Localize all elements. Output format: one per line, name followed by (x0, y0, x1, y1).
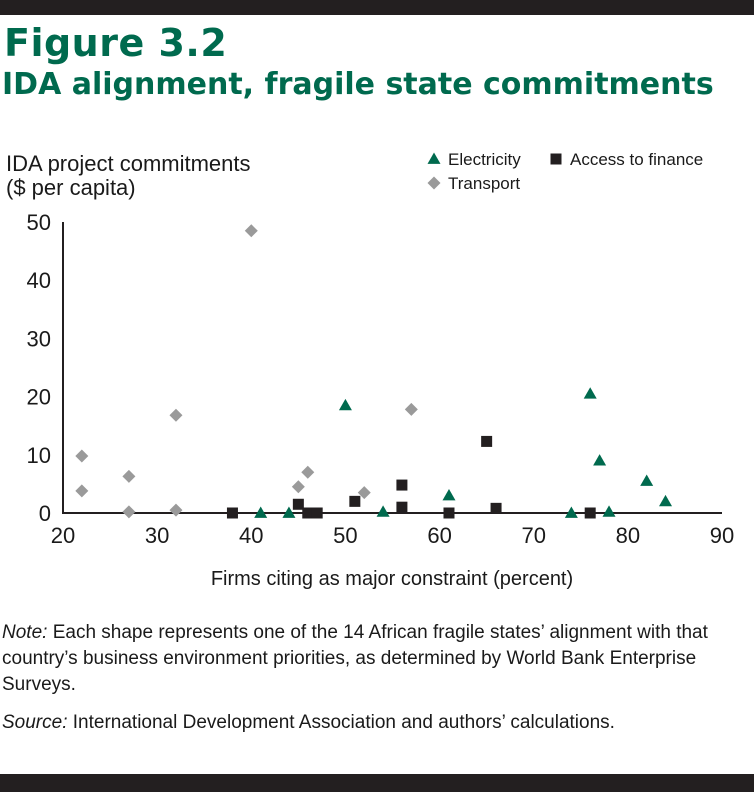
transport-point (122, 469, 136, 483)
transport-point (404, 402, 418, 416)
access-to-finance-point (302, 507, 314, 519)
access-to-finance-point (349, 495, 361, 507)
access-to-finance-point (396, 501, 408, 513)
x-tick-labels: 20 30 40 50 60 70 80 90 (51, 523, 734, 548)
access-to-finance-point (292, 498, 304, 510)
transport-point (169, 408, 183, 422)
transport-point (244, 224, 258, 238)
electricity-point (338, 398, 352, 411)
legend-transport-marker (427, 176, 441, 190)
electricity-point (659, 494, 673, 507)
access-to-finance-point (490, 502, 502, 514)
electricity-point (282, 506, 296, 518)
transport-point (75, 484, 89, 498)
access-to-finance-point (443, 507, 455, 519)
transport-point (291, 480, 305, 494)
y-axis-label: IDA project commitments($ per capita) (6, 151, 251, 200)
source: Source: International Development Associ… (2, 710, 747, 736)
y-axis-label-line: IDA project commitments (6, 151, 251, 176)
figure-number: Figure 3.2 (4, 21, 228, 65)
legend-access-to-finance-label: Access to finance (570, 150, 703, 169)
y-tick-label: 10 (27, 443, 51, 468)
figure-title: IDA alignment, fragile state commitments (2, 67, 714, 102)
transport-point (75, 449, 89, 463)
note-label: Note: (2, 622, 48, 643)
electricity-point (593, 454, 607, 466)
source-label: Source: (2, 712, 68, 733)
access-to-finance-point (584, 507, 596, 519)
note: Note: Each shape represents one of the 1… (2, 620, 747, 698)
x-tick-label: 40 (239, 523, 263, 548)
y-tick-label: 30 (27, 326, 51, 351)
access-to-finance-point (481, 435, 493, 447)
bottom-rule (0, 774, 754, 792)
x-tick-label: 60 (427, 523, 451, 548)
x-tick-label: 80 (616, 523, 640, 548)
legend-electricity-label: Electricity (448, 150, 521, 169)
note-text: Each shape represents one of the 14 Afri… (2, 622, 708, 695)
x-tick-label: 20 (51, 523, 75, 548)
axes (62, 222, 722, 514)
y-axis-label-line: ($ per capita) (6, 175, 136, 200)
transport-point (169, 503, 183, 517)
electricity-point (376, 505, 390, 517)
y-tick-label: 20 (27, 385, 51, 410)
scatter-chart: IDA project commitments($ per capita) El… (6, 150, 734, 590)
y-tick-label: 40 (27, 268, 51, 293)
legend-transport-label: Transport (448, 174, 520, 193)
y-tick-labels: 0 10 20 30 40 50 (27, 210, 51, 526)
source-text: International Development Association an… (67, 712, 615, 733)
x-tick-label: 70 (521, 523, 545, 548)
legend-electricity-marker (427, 152, 441, 164)
electricity-point (442, 489, 456, 501)
electricity-point (254, 506, 268, 518)
top-rule (0, 0, 754, 15)
access-to-finance-point (311, 507, 323, 519)
legend: Electricity Access to finance Transport (427, 150, 703, 193)
electricity-point (564, 506, 578, 518)
transport-point (357, 486, 371, 500)
x-axis-label: Firms citing as major constraint (percen… (211, 568, 573, 590)
y-tick-label: 50 (27, 210, 51, 235)
y-tick-label: 0 (39, 501, 51, 526)
electricity-point (583, 387, 597, 399)
access-to-finance-point (226, 507, 238, 519)
access-to-finance-point (396, 479, 408, 491)
transport-point (122, 505, 136, 519)
x-tick-label: 90 (710, 523, 734, 548)
electricity-point (602, 505, 616, 517)
transport-point (301, 465, 315, 479)
data-points (75, 224, 673, 519)
x-tick-label: 50 (333, 523, 357, 548)
electricity-point (640, 474, 654, 486)
x-tick-label: 30 (145, 523, 169, 548)
legend-access-to-finance-marker (550, 153, 562, 165)
